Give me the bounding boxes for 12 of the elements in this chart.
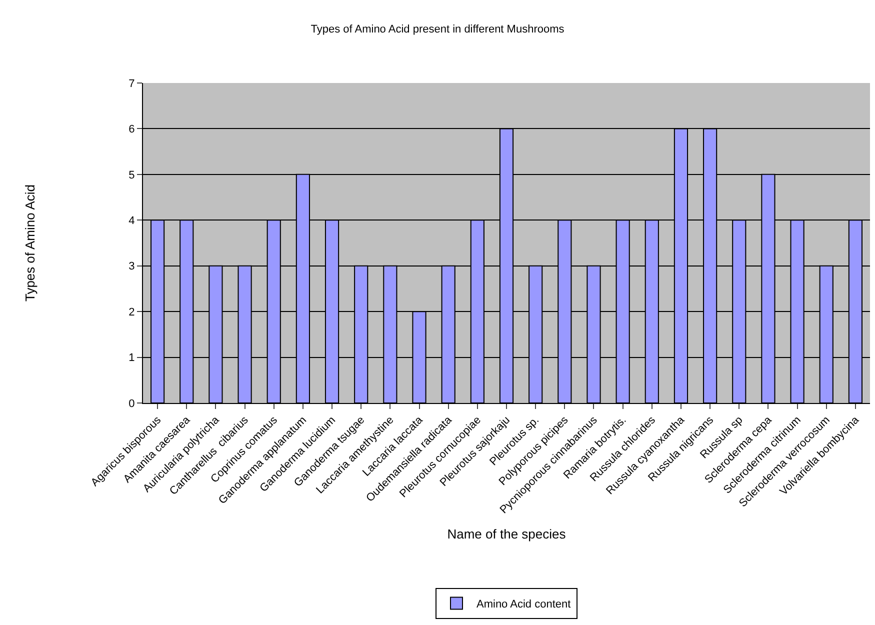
chart-title: Types of Amino Acid present in different Mushrooms — [310, 24, 565, 36]
y-tick-label: 7 — [128, 78, 135, 90]
legend-label: Amino Acid content — [476, 598, 571, 611]
y-tick-label: 1 — [128, 352, 135, 364]
y-tick-label: 0 — [128, 398, 135, 410]
x-axis-title: Name of the species — [447, 526, 566, 542]
y-tick-label: 3 — [128, 260, 135, 273]
y-tick-label: 4 — [128, 214, 135, 227]
y-tick-label: 6 — [128, 124, 135, 136]
y-tick-label: 5 — [128, 169, 135, 182]
y-tick-label: 2 — [128, 306, 135, 318]
y-axis-title: Types of Amino Acid — [22, 184, 38, 302]
